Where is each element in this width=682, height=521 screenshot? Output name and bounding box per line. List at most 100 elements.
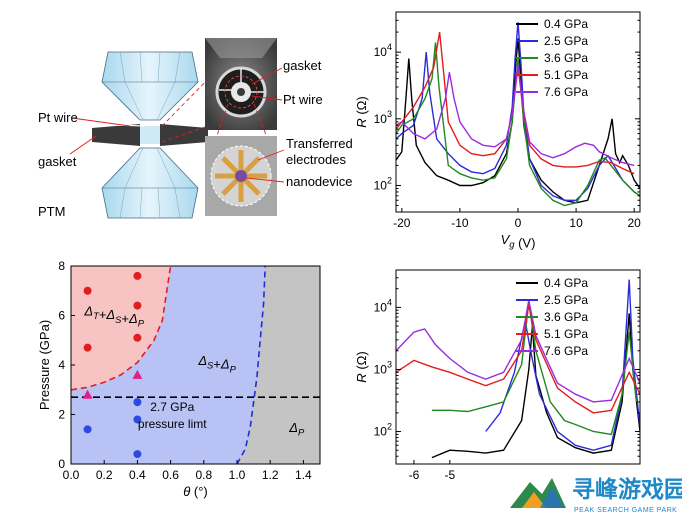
chart-bottom-right: -6 -5 102 103 104 R (Ω) 0.4 GPa 2.5 GPa 3.6 GPa 5…: [354, 269, 641, 482]
chart-phase-diagram: 0.0 0.2 0.4 0.6 0.8 1.0 1.2 1.4 0 2 4 6 8 Pressure (G…: [37, 259, 321, 499]
pointer-nanodevice: [245, 177, 285, 183]
zoom-line-photo-left: [211, 103, 229, 151]
point-triangle-1: [132, 369, 143, 379]
photo-gasket-top-view: [205, 38, 277, 130]
point-blue-3: [133, 450, 142, 459]
x-tick-label-4: 0.8: [195, 468, 212, 482]
series-line-4: [396, 64, 635, 167]
plot-frame: [395, 269, 641, 465]
schematic-panel: Pt wire gasket PTM gasket Pt wire: [38, 38, 353, 219]
y-tick-label-2: 104: [374, 42, 392, 59]
label-ptm: PTM: [38, 204, 65, 219]
x-tick-label-7: 1.4: [295, 468, 312, 482]
legend-label-1: 2.5 GPa: [544, 34, 588, 48]
lower-diamond-anvil: [101, 147, 199, 219]
x-tick-label-1: -5: [444, 468, 455, 482]
svg-text:R (Ω): R (Ω): [354, 351, 369, 382]
label-pt-wire-right: Pt wire: [283, 92, 323, 107]
region-label-blue: ΔS+ΔP: [197, 353, 236, 374]
annotation-line-2: pressure limt: [138, 417, 207, 431]
x-tick-label-5: 1.0: [229, 468, 246, 482]
zoom-line-upper: [161, 61, 226, 127]
y-tick-label-1: 103: [374, 109, 392, 126]
legend-label-4: 7.6 GPa: [544, 85, 588, 99]
point-triangle-0: [82, 389, 93, 399]
point-red-4: [133, 333, 142, 342]
x-tick-label-6: 1.2: [262, 468, 279, 482]
legend-label-3: 5.1 GPa: [544, 68, 588, 82]
boundary-red-blue: [70, 265, 172, 391]
point-blue-2: [133, 415, 142, 424]
x-tick-label-1: -10: [451, 216, 469, 230]
zoom-line-photo-right: [253, 103, 273, 151]
x-axis-label: Vg (V): [501, 232, 536, 251]
legend-label-2: 3.6 GPa: [544, 51, 588, 65]
x-tick-label-4: 20: [628, 216, 642, 230]
svg-text:R (Ω): R (Ω): [354, 96, 369, 127]
legend-label-0: 0.4 GPa: [544, 276, 588, 290]
region-label-gray: ΔP: [288, 420, 305, 438]
legend-label-0: 0.4 GPa: [544, 17, 588, 31]
point-red-0: [83, 286, 92, 295]
gasket-cross-section: [92, 124, 208, 146]
x-tick-label-3: 10: [569, 216, 583, 230]
region-label-red: ΔT+ΔS+ΔP: [83, 304, 144, 329]
y-tick-label-0: 102: [374, 422, 392, 439]
series-line-1: [396, 22, 640, 201]
label-gasket-right: gasket: [283, 58, 322, 73]
boundary-blue-gray: [236, 265, 266, 465]
y-tick-label-3: 6: [58, 309, 65, 323]
label-gasket-left: gasket: [38, 154, 77, 169]
x-axis-label: θ (°): [183, 484, 208, 499]
y-tick-label-1: 103: [374, 359, 392, 376]
legend-label-2: 3.6 GPa: [544, 310, 588, 324]
pointer-gasket-right: [251, 67, 283, 85]
svg-text:Pressure (GPa): Pressure (GPa): [37, 320, 52, 410]
point-blue-0: [83, 425, 92, 434]
chart-top-right: -20 -10 0 10 20 102 103 104 R (Ω) Vg (V) 0.4 GPa 2.…: [354, 11, 642, 251]
y-tick-label-0: 102: [374, 175, 392, 192]
y-axis-label: R (Ω): [354, 96, 369, 127]
x-tick-label-1: 0.2: [96, 468, 113, 482]
legend-label-4: 7.6 GPa: [544, 344, 588, 358]
x-tick-label-2: 0: [515, 216, 522, 230]
label-transferred-2: electrodes: [286, 152, 346, 167]
pointer-pt-wire-left: [71, 117, 131, 127]
point-red-3: [133, 301, 142, 310]
point-blue-1: [133, 398, 142, 407]
series-line-2: [431, 302, 638, 436]
pointer-gasket-left: [69, 135, 97, 155]
x-tick-label-0: -6: [409, 468, 420, 482]
region-red: [71, 266, 171, 390]
y-tick-label-4: 8: [58, 259, 65, 273]
y-tick-label-2: 104: [374, 297, 392, 314]
series-line-4: [396, 300, 640, 403]
photo-transferred-electrodes: [205, 136, 277, 216]
label-transferred-1: Transferred: [286, 136, 353, 151]
label-pt-wire-left: Pt wire: [38, 110, 78, 125]
x-tick-label-2: 0.4: [129, 468, 146, 482]
series-line-3: [396, 304, 640, 414]
point-red-2: [133, 271, 142, 280]
y-tick-label-0: 0: [58, 457, 65, 471]
x-tick-label-3: 0.6: [162, 468, 179, 482]
watermark-logo: 寻峰游戏园 PEAK SEARCH GAME PARK: [510, 476, 682, 514]
series-line-1: [485, 279, 640, 451]
y-tick-label-2: 4: [58, 358, 65, 372]
label-nanodevice: nanodevice: [286, 174, 353, 189]
x-tick-label-0: 0.0: [63, 468, 80, 482]
legend-label-1: 2.5 GPa: [544, 293, 588, 307]
annotation-line-1: 2.7 GPa: [150, 400, 194, 414]
y-axis-label: Pressure (GPa): [37, 320, 52, 410]
x-tick-label-0: -20: [393, 216, 411, 230]
watermark-subtext: PEAK SEARCH GAME PARK: [574, 507, 677, 514]
legend-label-3: 5.1 GPa: [544, 327, 588, 341]
point-red-1: [83, 343, 92, 352]
y-axis-label: R (Ω): [354, 351, 369, 382]
pointer-electrodes: [257, 149, 285, 161]
upper-diamond-anvil: [101, 51, 199, 121]
pointer-pt-wire-right: [251, 95, 283, 101]
region-gray: [237, 266, 320, 464]
y-tick-label-1: 2: [58, 408, 65, 422]
